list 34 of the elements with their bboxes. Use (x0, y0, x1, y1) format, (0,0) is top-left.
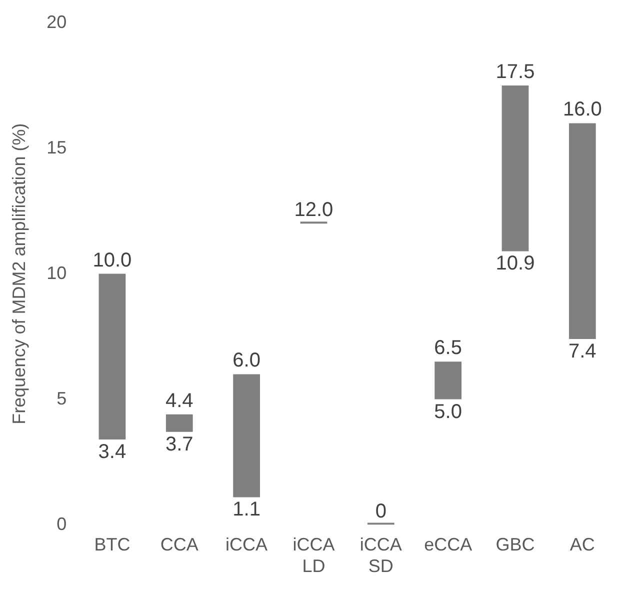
bar (98, 274, 126, 440)
annotation: 3.7 (165, 433, 194, 456)
y-tick-label: 10 (46, 262, 67, 283)
x-tick-label: iCCA SD (360, 534, 402, 576)
y-tick-label: 5 (56, 388, 67, 408)
annotation: 4.4 (165, 390, 194, 412)
bar (166, 414, 193, 432)
y-tick-label: 0 (56, 514, 67, 534)
annotation: 7.4 (568, 340, 596, 363)
x-tick-label: iCCA LD (292, 534, 335, 576)
annotation: 5.0 (434, 400, 462, 423)
y-tick-label: 15 (46, 137, 67, 158)
x-tick-label: GBC (496, 534, 535, 555)
annotation: 12.0 (294, 199, 334, 222)
x-tick-label: iCCA (226, 534, 268, 555)
x-tick-label: CCA (160, 534, 198, 555)
annotation: 6.5 (434, 337, 462, 360)
annotation: 10.9 (496, 252, 535, 275)
annotation: 0 (375, 500, 386, 522)
x-tick-label: eCCA (424, 534, 472, 555)
bar (233, 374, 260, 498)
annotation: 6.0 (232, 350, 260, 372)
y-axis-title: Frequency of MDM2 amplification (%) (8, 123, 29, 424)
bar (502, 86, 529, 252)
annotation: 3.4 (98, 440, 126, 463)
y-tick-label: 20 (46, 12, 67, 32)
annotation: 10.0 (92, 249, 132, 272)
x-tick-label: AC (570, 534, 595, 555)
bar (434, 362, 462, 400)
bar (568, 123, 596, 340)
annotation: 16.0 (562, 98, 602, 121)
annotation: 1.1 (232, 498, 260, 521)
annotation: 17.5 (496, 61, 535, 84)
x-tick-label: BTC (94, 534, 130, 555)
